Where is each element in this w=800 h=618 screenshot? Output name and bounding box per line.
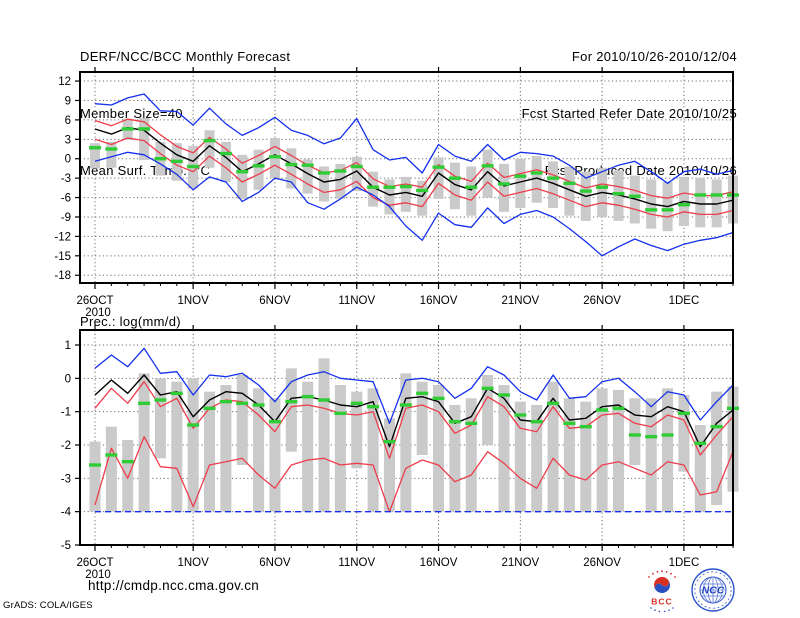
observation-dashes [89,127,739,212]
svg-text:12: 12 [58,76,71,88]
svg-text:1DEC: 1DEC [669,295,700,307]
svg-text:-2: -2 [61,440,71,452]
svg-text:21NOV: 21NOV [501,557,539,569]
bcc-logo-label: BCC [651,597,672,607]
svg-text:21NOV: 21NOV [501,295,539,307]
svg-text:-3: -3 [61,173,71,185]
page-title: DERF/NCC/BCC Monthly Forecast [80,49,291,64]
bcc-logo: BCC [648,570,676,613]
ensemble-spread-bars [90,117,738,232]
ensemble-mean-line [94,374,734,448]
svg-text:1NOV: 1NOV [177,557,209,569]
axis-ticks [75,325,734,551]
svg-text:26OCT: 26OCT [76,295,113,307]
svg-text:-3: -3 [61,473,71,485]
axis-ticks [75,67,734,289]
lower-spread-line [94,436,734,513]
ensemble-spread-bars [89,358,739,512]
observation-dashes [89,386,739,467]
svg-text:-4: -4 [61,507,72,519]
y-axis-labels: 1 0 -1 -2 -3 -4 -5 [61,340,72,552]
svg-text:0: 0 [65,373,71,385]
svg-text:-6: -6 [61,193,71,205]
svg-text:2010: 2010 [85,569,111,581]
svg-text:1DEC: 1DEC [669,557,700,569]
bcc-swirl-icon [654,577,670,593]
svg-text:0: 0 [65,154,71,166]
svg-text:26NOV: 26NOV [583,295,621,307]
ncc-logo: NCC [691,568,735,612]
svg-text:9: 9 [65,95,71,107]
prec-chart-title: Prec.: log(mm/d) [80,314,181,329]
svg-text:1: 1 [65,340,71,352]
source-url: http://cmdp.ncc.cma.gov.cn [88,578,260,593]
svg-text:2010: 2010 [85,307,111,319]
bcc-logo-arc-top [648,570,676,578]
svg-text:3: 3 [65,134,71,146]
ensemble-max-line [94,347,734,424]
svg-text:-5: -5 [61,540,71,552]
plot-frame [79,71,734,284]
y-axis-labels: 12 9 6 3 0 -3 -6 -9 -12 -15 -18 [54,76,71,282]
svg-text:16NOV: 16NOV [420,295,458,307]
svg-text:26OCT: 26OCT [76,557,113,569]
refer-date-label: Fcst Started Refer Date 2010/10/25 [521,106,737,121]
svg-text:11NOV: 11NOV [338,295,375,307]
upper-spread-line [94,381,734,459]
bcc-logo-arc-bottom [650,607,674,613]
ensemble-min-line [94,151,734,257]
svg-text:16NOV: 16NOV [420,557,458,569]
svg-text:1NOV: 1NOV [177,295,209,307]
svg-text:6: 6 [65,115,71,127]
svg-text:-15: -15 [54,251,71,263]
svg-text:-18: -18 [54,270,71,282]
forecast-range-label: For 2010/10/26-2010/12/04 [571,49,737,64]
ncc-logo-label: NCC [702,585,725,597]
svg-text:11NOV: 11NOV [338,557,375,569]
grads-credit: GrADS: COLA/IGES [3,600,93,611]
ncc-globe-icon [691,568,735,612]
svg-text:-1: -1 [61,407,71,419]
svg-text:6NOV: 6NOV [259,557,291,569]
svg-text:6NOV: 6NOV [259,295,291,307]
svg-text:26NOV: 26NOV [583,557,621,569]
svg-text:-9: -9 [61,212,71,224]
plot-frame [79,329,734,546]
upper-spread-line [94,118,734,199]
lower-spread-line [94,137,734,218]
grid [80,72,733,283]
svg-text:-12: -12 [54,231,71,243]
ensemble-mean-line [94,126,734,208]
member-size-label: Member Size=40 [80,106,183,121]
ensemble-max-line [94,93,734,184]
